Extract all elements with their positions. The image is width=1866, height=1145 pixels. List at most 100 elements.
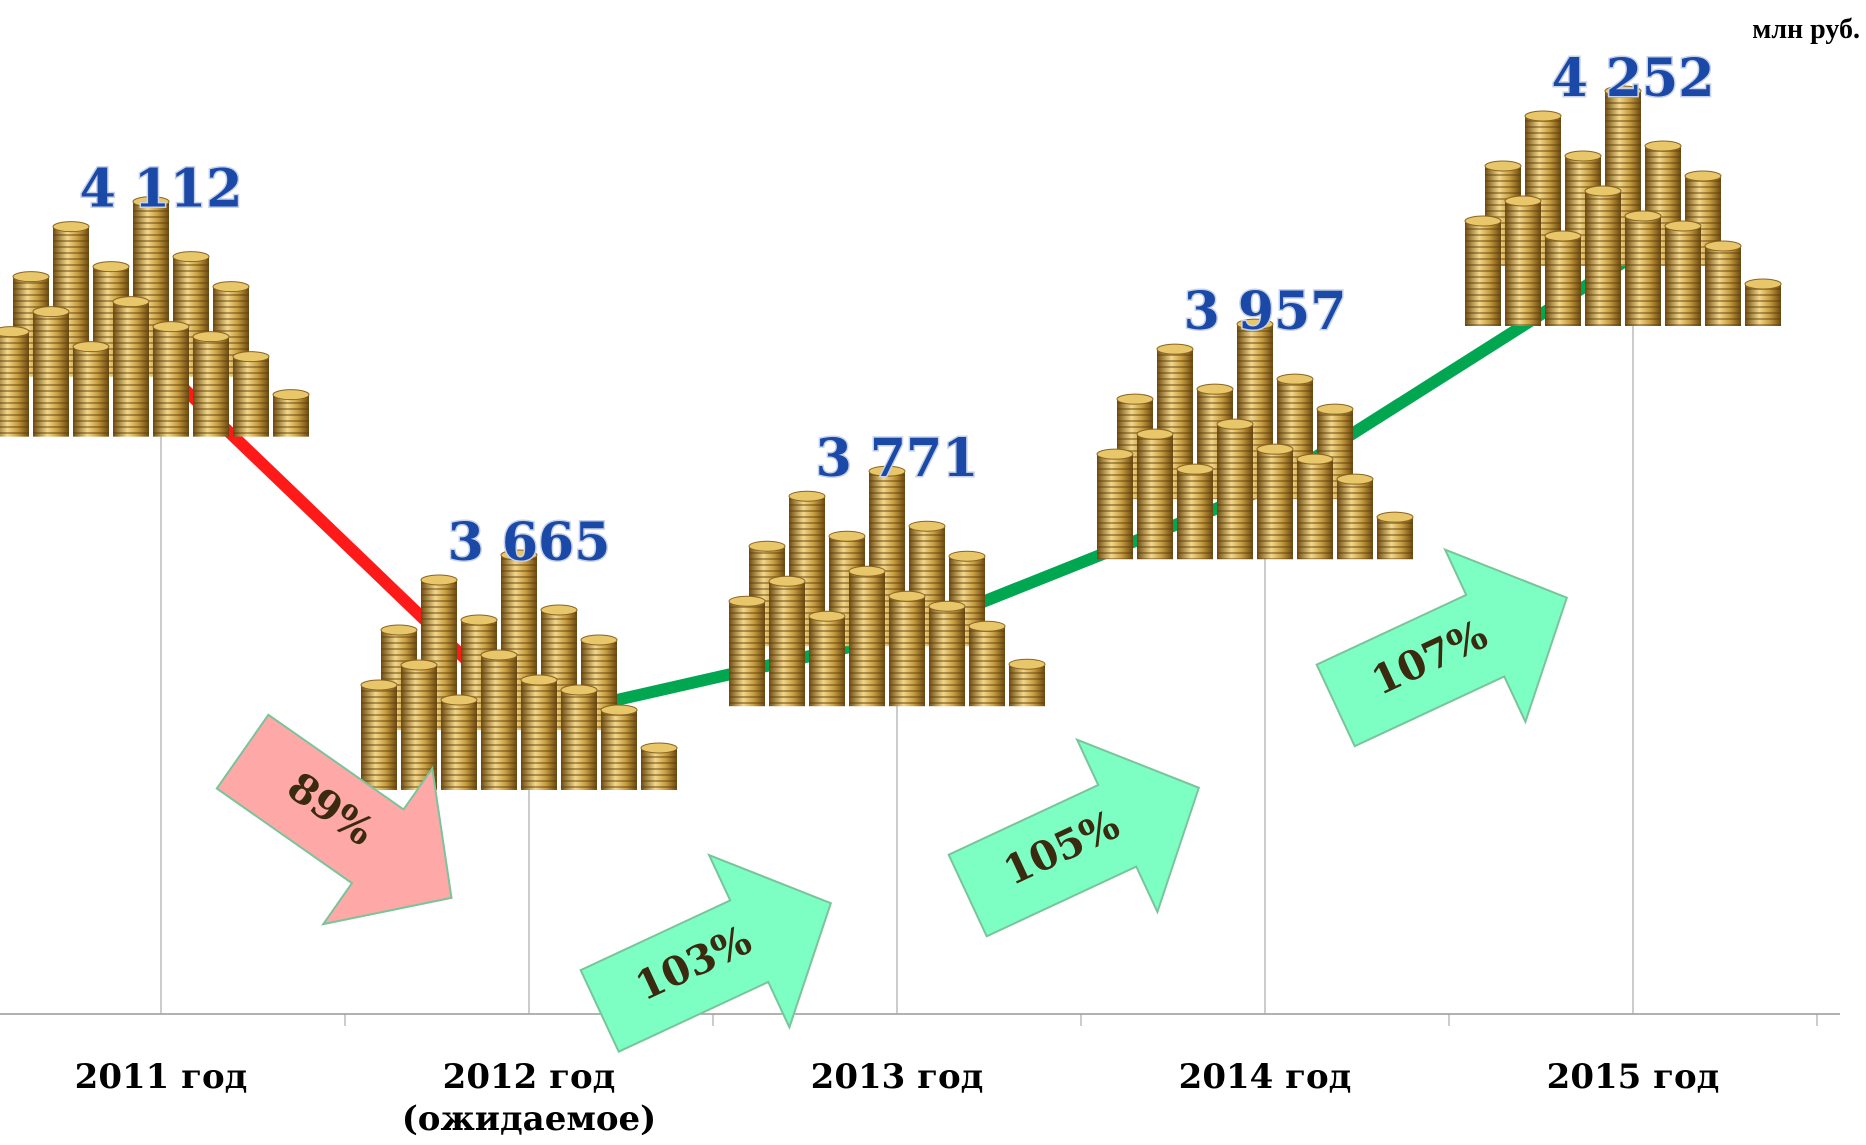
coin-top	[1156, 343, 1194, 355]
coin-edges	[1337, 479, 1373, 560]
x-tick-label: 2014 год	[1178, 1057, 1352, 1097]
value-label: 3 665	[448, 512, 611, 573]
coin-edges	[889, 596, 925, 707]
coin-edges	[729, 601, 765, 707]
coin-top	[888, 590, 926, 602]
coin-top	[420, 574, 458, 586]
coin-top	[92, 261, 130, 273]
coin-top	[400, 659, 438, 671]
coin-top	[1704, 240, 1742, 252]
coin-top	[868, 465, 906, 477]
x-tick-label: 2012 год (ожидаемое)	[401, 1057, 657, 1139]
coin-top	[1524, 110, 1562, 122]
coin-top	[52, 221, 90, 233]
coin-edges	[1505, 201, 1541, 326]
coin-top	[192, 331, 230, 343]
coin-pile	[728, 465, 1046, 707]
coin-edges	[73, 346, 109, 437]
coin-edges	[481, 655, 517, 790]
coin-top	[768, 575, 806, 587]
coin-top	[948, 550, 986, 562]
coin-edges	[521, 680, 557, 790]
coin-top	[728, 595, 766, 607]
coin-top	[540, 604, 578, 616]
coin-top	[460, 614, 498, 626]
coin-top	[1236, 318, 1274, 330]
coin-top	[560, 684, 598, 696]
coin-top	[1008, 658, 1046, 670]
coin-top	[908, 520, 946, 532]
coin-top	[32, 306, 70, 318]
coin-top	[1296, 453, 1334, 465]
coin-top	[828, 530, 866, 542]
coin-top	[1564, 150, 1602, 162]
coin-top	[1484, 160, 1522, 172]
coin-top	[500, 549, 538, 561]
coin-top	[12, 271, 50, 283]
coin-top	[928, 600, 966, 612]
coin-edges	[1545, 236, 1581, 326]
coin-top	[1276, 373, 1314, 385]
coin-top	[360, 679, 398, 691]
value-label: 4 112	[80, 159, 243, 220]
coin-edges	[361, 685, 397, 790]
coin-top	[440, 694, 478, 706]
coin-edges	[849, 571, 885, 707]
coin-top	[748, 540, 786, 552]
coin-top	[1684, 170, 1722, 182]
arrow-shape	[579, 853, 833, 1054]
coin-edges	[1097, 454, 1133, 560]
coin-top	[1256, 443, 1294, 455]
coin-edges	[233, 356, 269, 437]
coin-top	[1624, 210, 1662, 222]
coin-top	[132, 196, 170, 208]
coin-edges	[561, 690, 597, 790]
coin-edges	[1705, 246, 1741, 326]
x-tick-label: 2013 год	[810, 1057, 984, 1097]
value-label: 3 957	[1184, 281, 1347, 342]
coin-top	[212, 281, 250, 293]
coin-edges	[1745, 284, 1781, 326]
coin-top	[808, 610, 846, 622]
arrow-shape	[947, 737, 1201, 938]
coin-top	[272, 389, 310, 401]
coin-top	[1216, 418, 1254, 430]
coin-top	[152, 321, 190, 333]
coin-top	[1744, 278, 1782, 290]
coin-edges	[769, 581, 805, 707]
coin-top	[1584, 185, 1622, 197]
coin-edges	[1585, 191, 1621, 326]
coin-top	[1196, 383, 1234, 395]
value-label: 3 771	[816, 428, 979, 489]
arrow-shape	[1315, 547, 1569, 748]
coin-top	[848, 565, 886, 577]
value-label: 4 252	[1552, 48, 1715, 109]
coin-top	[1604, 85, 1642, 97]
coin-pile	[1464, 85, 1782, 326]
coin-edges	[1009, 664, 1045, 707]
coin-top	[1504, 195, 1542, 207]
unit-label: млн руб.	[1752, 14, 1860, 45]
coin-top	[1376, 511, 1414, 523]
coin-edges	[1377, 517, 1413, 560]
coin-top	[580, 634, 618, 646]
coin-top	[788, 490, 826, 502]
coin-top	[600, 704, 638, 716]
coin-top	[1336, 473, 1374, 485]
arrow-shape	[215, 713, 453, 926]
coin-edges	[273, 394, 309, 437]
coin-top	[1136, 428, 1174, 440]
x-tick-label: 2011 год	[74, 1057, 248, 1097]
coin-edges	[809, 616, 845, 707]
coin-edges	[1297, 459, 1333, 560]
coin-edges	[1665, 226, 1701, 326]
coin-edges	[641, 748, 677, 790]
coin-edges	[1625, 216, 1661, 326]
coin-edges	[113, 301, 149, 437]
growth-arrow: 107%	[1315, 547, 1569, 748]
coin-top	[1544, 230, 1582, 242]
coin-edges	[153, 326, 189, 437]
coin-edges	[929, 606, 965, 707]
